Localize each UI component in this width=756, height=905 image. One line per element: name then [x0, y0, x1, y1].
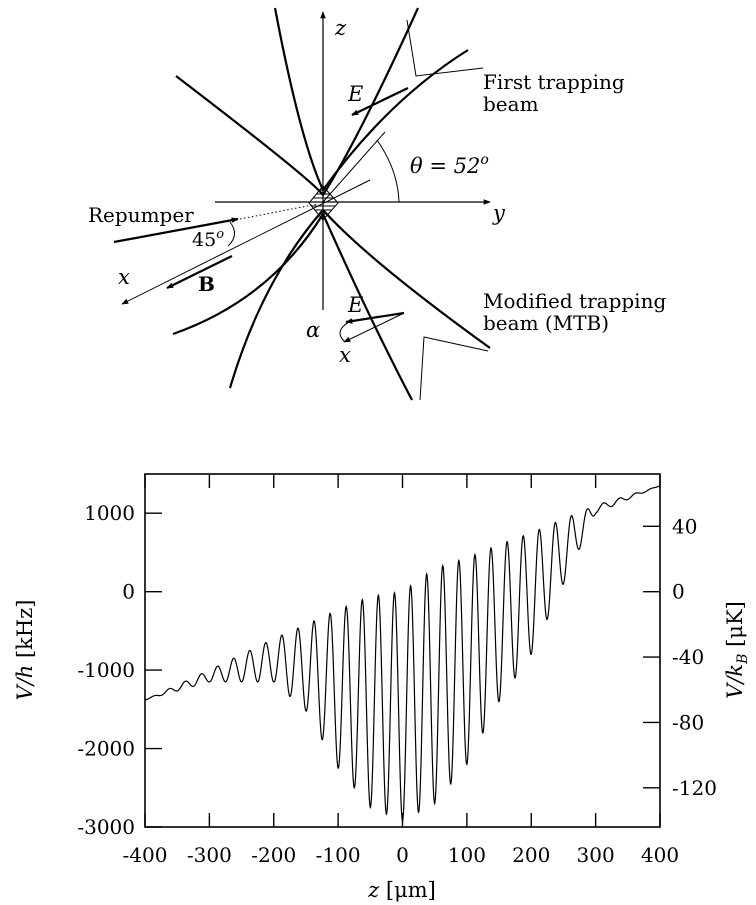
x-axis-label: x — [118, 265, 130, 289]
beam-diagram: θ = 52o Repumper 45o B z y x E E α x Fir… — [88, 7, 666, 401]
y-tick-label: -2000 — [77, 737, 135, 761]
angle-45-label: 45o — [192, 227, 224, 251]
x2-axis-label: x — [339, 343, 351, 367]
e-field-bottom-arrow — [345, 311, 405, 324]
mtb-label-2: beam (MTB) — [483, 311, 609, 335]
e-field-bottom-label: E — [347, 293, 363, 317]
y2-axis-title: V/kB [μK] — [723, 601, 751, 699]
y2-tick-label: -120 — [672, 776, 717, 800]
x-tick-label: 300 — [577, 843, 615, 867]
x-tick-label: -100 — [316, 843, 361, 867]
x-tick-label: 0 — [396, 843, 409, 867]
y2-tick-label: 40 — [672, 514, 697, 538]
y2-tick-label: -80 — [672, 710, 704, 734]
y-ticks: 1000 0 -1000 -2000 -3000 — [77, 501, 162, 839]
y-axis-label: y — [492, 201, 506, 225]
alpha-arc — [339, 319, 354, 343]
y-tick-label: 1000 — [84, 501, 135, 525]
e-field-top-arrow — [351, 87, 409, 116]
repumper-dotted — [239, 203, 319, 220]
potential-curve — [144, 485, 661, 823]
x-tick-label: -300 — [187, 843, 232, 867]
y2-tick-label: 0 — [672, 580, 685, 604]
alpha-label: α — [306, 318, 320, 342]
mtb-callout — [419, 336, 489, 401]
mtb-label-1: Modified trapping — [483, 289, 666, 313]
x-tick-label: -200 — [251, 843, 296, 867]
y-tick-label: 0 — [122, 580, 135, 604]
theta-ray — [322, 131, 386, 203]
potential-chart: -400 -300 -200 -100 0 100 200 300 400 10000-1000… — [13, 473, 751, 902]
repumper-beam — [113, 217, 239, 244]
first-beam-callout — [406, 19, 484, 77]
theta-label: θ = 52o — [410, 152, 489, 178]
theta-arc — [376, 139, 400, 203]
y2-tick-label: -40 — [672, 645, 704, 669]
x-tick-label: 400 — [641, 843, 679, 867]
overlap-region — [308, 185, 339, 221]
first-beam-label-1: First trapping — [483, 70, 625, 94]
x-ticks: -400 -300 -200 -100 0 100 200 300 400 — [123, 474, 679, 867]
angle-45-arc — [227, 221, 235, 247]
x-axis-title: z [μm] — [367, 878, 436, 902]
x-tick-label: 200 — [512, 843, 550, 867]
e-field-top-label: E — [347, 82, 363, 106]
b-field-label: B — [198, 272, 215, 296]
x-tick-label: -400 — [123, 843, 168, 867]
x2-axis-arrow — [343, 313, 403, 343]
x-tick-label: 100 — [448, 843, 486, 867]
repumper-label: Repumper — [88, 203, 194, 227]
y-tick-label: -3000 — [77, 815, 135, 839]
b-field-arrow — [166, 255, 233, 289]
first-beam-label-2: beam — [483, 92, 539, 116]
z-axis-label: z — [334, 16, 347, 40]
y-tick-label: -1000 — [77, 658, 135, 682]
y-axis-title: V/h [kHz] — [13, 600, 37, 701]
y2-ticks: 40 0 -40 -80 -120 — [643, 514, 717, 800]
